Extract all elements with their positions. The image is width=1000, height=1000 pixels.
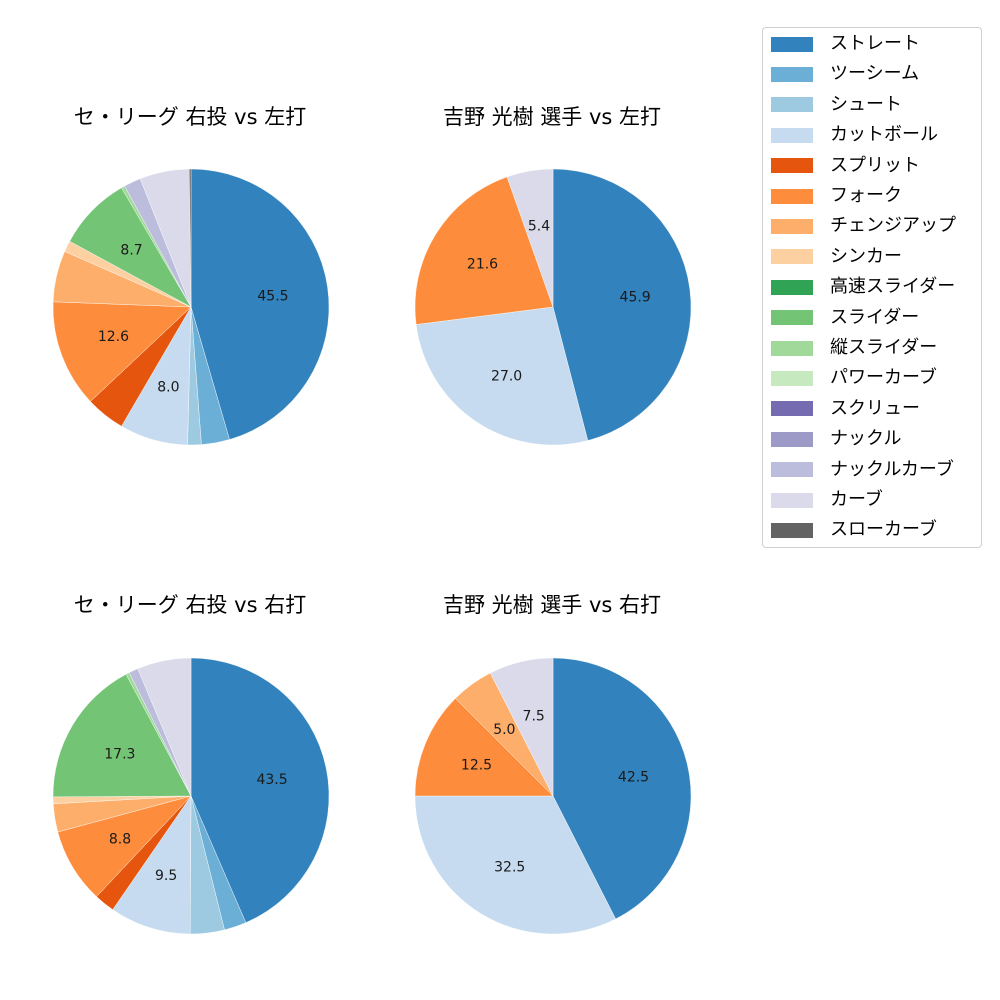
pie-slice-1 xyxy=(414,795,616,935)
pie-slice-value-label: 32.5 xyxy=(494,860,525,876)
legend-item: フォーク xyxy=(771,186,902,206)
legend-label: スライダー xyxy=(830,306,920,328)
pie-chart-yoshino-vs-rhb: 吉野 光樹 選手 vs 右打 42.5 32.5 12.5 5.0 7.5 xyxy=(392,590,712,990)
legend-item: シンカー xyxy=(771,245,902,267)
legend: ストレートツーシームシュートカットボール スプリットフォークチェンジアップ シンカー… xyxy=(762,27,982,548)
chart-title: セ・リーグ 右投 vs 左打 xyxy=(73,105,307,129)
chart-title: 吉野 光樹 選手 vs 右打 xyxy=(442,593,662,617)
legend-swatch xyxy=(771,218,813,234)
pie-slice-value-label: 43.5 xyxy=(256,772,287,788)
pie-slice-value-label: 7.5 xyxy=(523,708,545,724)
legend-item: スライダー xyxy=(771,306,920,328)
legend-item: チェンジアップ xyxy=(771,216,956,236)
pie-slice-2 xyxy=(414,698,554,797)
legend-swatch xyxy=(771,36,813,52)
legend-item: スクリュー xyxy=(771,397,920,419)
legend-swatch xyxy=(771,370,813,386)
legend-label: ナックル xyxy=(830,428,902,450)
legend-label: スローカーブ xyxy=(830,519,937,541)
legend-swatch xyxy=(771,340,813,356)
pie-chart-yoshino-vs-lhb: 吉野 光樹 選手 vs 左打 45.9 27.0 21.6 5.4 xyxy=(392,102,712,502)
legend-swatch xyxy=(771,127,813,143)
legend-swatch xyxy=(771,431,813,447)
legend-label: 縦スライダー xyxy=(830,337,938,358)
legend-swatch xyxy=(771,158,813,174)
legend-swatch xyxy=(771,522,813,538)
pie-slice-value-label: 9.5 xyxy=(155,868,177,884)
pie-plot: 42.5 32.5 12.5 5.0 7.5 xyxy=(414,657,692,935)
pie-plot: 45.9 27.0 21.6 5.4 xyxy=(414,168,692,446)
pie-slice-3 xyxy=(506,168,554,308)
legend-label: ストレート xyxy=(830,33,920,54)
legend-label: ナックルカーブ xyxy=(830,458,954,480)
pie-slice-value-label: 8.8 xyxy=(109,832,131,848)
pie-slice-value-label: 8.0 xyxy=(157,380,179,396)
pie-slice-value-label: 27.0 xyxy=(491,369,522,385)
legend-item: 縦スライダー xyxy=(771,338,937,358)
legend-swatch xyxy=(771,279,813,295)
legend-swatch xyxy=(771,66,813,82)
pie-slice-value-label: 17.3 xyxy=(104,747,135,763)
pie-slice-value-label: 45.9 xyxy=(620,289,651,305)
pie-slice-value-label: 12.6 xyxy=(98,329,129,345)
legend-item: パワーカーブ xyxy=(771,368,937,388)
chart-title: 吉野 光樹 選手 vs 左打 xyxy=(442,105,662,129)
legend-item: ツーシーム xyxy=(771,64,919,84)
legend-item: スプリット xyxy=(771,154,920,176)
legend-item: ナックル xyxy=(771,429,901,449)
pie-slice-5 xyxy=(52,301,192,402)
pie-slice-value-label: 45.5 xyxy=(257,288,288,304)
pie-slice-1 xyxy=(415,306,589,446)
legend-item: カットボール xyxy=(771,125,938,145)
legend-label: フォーク xyxy=(830,185,902,206)
pie-slice-4 xyxy=(490,657,554,797)
legend-label: シンカー xyxy=(830,245,902,267)
pie-slice-3 xyxy=(112,795,192,935)
legend-label: スプリット xyxy=(830,154,920,176)
legend-label: カーブ xyxy=(830,489,883,510)
legend-label: シュート xyxy=(830,93,902,115)
pie-slice-value-label: 42.5 xyxy=(618,770,649,786)
pie-slice-value-label: 5.4 xyxy=(528,218,550,234)
legend-item: スローカーブ xyxy=(771,520,937,540)
pie-slice-value-label: 21.6 xyxy=(467,257,498,273)
legend-label: チェンジアップ xyxy=(830,215,956,237)
pie-slice-value-label: 5.0 xyxy=(493,722,515,738)
legend-item: ナックルカーブ xyxy=(771,458,954,480)
chart-title: セ・リーグ 右投 vs 右打 xyxy=(73,593,307,617)
pie-chart-league-rhp-vs-rhb: セ・リーグ 右投 vs 右打 43.5 9.5 8.8 17.3 xyxy=(30,590,350,990)
legend-item: 高速スライダー xyxy=(771,277,955,297)
pie-slice-0 xyxy=(552,168,692,441)
legend-item: ストレート xyxy=(771,34,920,54)
legend-label: 高速スライダー xyxy=(830,276,956,298)
pie-slice-0 xyxy=(190,168,330,440)
pie-slice-8 xyxy=(52,673,192,798)
legend-label: カットボール xyxy=(830,124,938,146)
legend-swatch xyxy=(771,188,813,204)
legend-swatch xyxy=(771,97,813,113)
pie-chart-league-rhp-vs-lhb: セ・リーグ 右投 vs 左打 45.5 8.0 12.6 8.7 xyxy=(30,102,350,502)
pie-slice-0 xyxy=(190,657,330,923)
pie-plot: 43.5 9.5 8.8 17.3 xyxy=(52,657,330,935)
legend-item: カーブ xyxy=(771,490,883,510)
legend-swatch xyxy=(771,249,813,265)
pie-slice-value-label: 8.7 xyxy=(120,242,142,258)
legend-swatch xyxy=(771,401,813,417)
legend-item: シュート xyxy=(771,93,902,115)
legend-swatch xyxy=(771,462,813,478)
pie-slice-value-label: 12.5 xyxy=(461,757,492,773)
pie-slice-12 xyxy=(189,168,192,308)
pie-slice-11 xyxy=(137,657,192,797)
legend-swatch xyxy=(771,492,813,508)
legend-swatch xyxy=(771,310,813,326)
legend-label: パワーカーブ xyxy=(830,367,937,389)
pie-plot: 45.5 8.0 12.6 8.7 xyxy=(52,168,330,446)
legend-label: スクリュー xyxy=(830,397,920,419)
pie-slice-2 xyxy=(414,176,554,325)
legend-label: ツーシーム xyxy=(830,63,920,85)
